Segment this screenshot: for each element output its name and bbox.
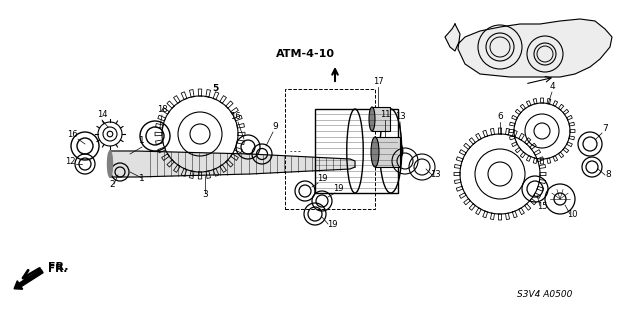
Text: FR.: FR. <box>48 264 67 274</box>
Text: 19: 19 <box>327 220 337 229</box>
Ellipse shape <box>108 151 113 177</box>
Text: 19: 19 <box>317 174 327 183</box>
Text: 13: 13 <box>429 170 440 179</box>
Text: 5: 5 <box>212 84 218 93</box>
Ellipse shape <box>371 137 379 167</box>
Ellipse shape <box>369 107 375 131</box>
Text: 17: 17 <box>372 77 383 86</box>
Text: 1: 1 <box>139 174 145 183</box>
Text: 10: 10 <box>567 210 577 219</box>
Polygon shape <box>445 19 612 77</box>
Text: 1: 1 <box>139 136 145 145</box>
FancyArrow shape <box>14 269 43 289</box>
Text: 16: 16 <box>67 130 77 139</box>
Text: 16: 16 <box>230 112 240 121</box>
Text: FR.: FR. <box>48 262 68 272</box>
Text: 4: 4 <box>549 82 555 91</box>
Text: 12: 12 <box>65 157 76 166</box>
Polygon shape <box>110 151 355 177</box>
Text: 8: 8 <box>605 170 611 179</box>
Text: 11: 11 <box>380 110 390 119</box>
Text: 15: 15 <box>537 202 547 211</box>
Text: 13: 13 <box>395 112 405 121</box>
Text: 14: 14 <box>97 110 108 119</box>
Text: 18: 18 <box>157 105 167 114</box>
Text: 7: 7 <box>602 124 608 133</box>
Text: ATM-4-10: ATM-4-10 <box>275 49 335 59</box>
Text: 9: 9 <box>272 122 278 131</box>
Bar <box>375 137 400 167</box>
Text: 2: 2 <box>109 180 115 189</box>
Text: S3V4 A0500: S3V4 A0500 <box>517 290 573 299</box>
Text: 19: 19 <box>333 184 343 193</box>
Bar <box>315 109 397 193</box>
Text: 6: 6 <box>497 112 503 121</box>
Text: 3: 3 <box>202 190 208 199</box>
Bar <box>372 107 390 131</box>
Bar <box>285 89 375 209</box>
